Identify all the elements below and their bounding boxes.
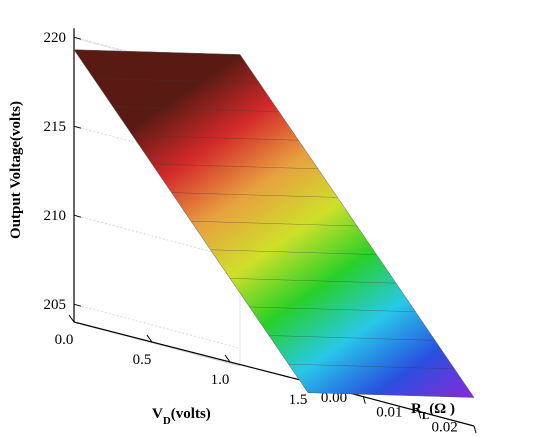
y-axis-title: RL(Ω ) <box>411 401 455 422</box>
y-tick-label: 0.00 <box>321 390 347 406</box>
z-tick-label: 205 <box>44 297 67 313</box>
z-tick-label: 215 <box>44 119 67 135</box>
mesh-line <box>132 135 299 141</box>
surface <box>73 49 475 398</box>
y-tick-label: 0.03 <box>487 434 513 436</box>
mesh-line <box>151 163 319 170</box>
x-axis-title-unit: (volts) <box>171 406 211 422</box>
z-tick-label: 210 <box>44 208 67 224</box>
mesh-line <box>229 278 397 284</box>
x-tick <box>224 354 231 363</box>
mesh-line <box>112 106 280 112</box>
y-axis: 0.00 0.01 0.02 0.03 <box>307 381 513 436</box>
x-tick <box>68 314 75 323</box>
y-tick-label: 0.02 <box>432 419 458 435</box>
grid-line <box>73 214 241 260</box>
x-axis-line <box>73 321 309 383</box>
y-axis-title-unit: (Ω ) <box>429 401 455 417</box>
x-axis: 0.0 0.5 1.0 1.5 <box>55 314 309 408</box>
mesh-line <box>190 220 358 227</box>
y-tick-label: 0.01 <box>376 405 402 421</box>
y-axis-title-main: R <box>411 401 422 417</box>
grid-line <box>73 303 241 349</box>
z-axis-title: Output Voltage(volts) <box>8 101 24 239</box>
x-axis-title-main: V <box>152 406 163 422</box>
y-tick <box>362 396 366 404</box>
mesh-line <box>268 335 436 341</box>
x-tick-label: 0.5 <box>133 352 152 368</box>
svg-text:VD(volts): VD(volts) <box>152 406 211 427</box>
mesh-line <box>93 77 260 84</box>
x-tick-label: 0.0 <box>55 332 74 348</box>
z-tick <box>73 214 82 218</box>
x-axis-title: VD(volts) <box>152 406 211 427</box>
mesh-line <box>171 192 338 198</box>
z-axis: 205 210 215 220 <box>44 28 82 322</box>
y-tick <box>473 425 477 434</box>
x-axis-title-sub: D <box>163 415 171 427</box>
svg-text:RL(Ω ): RL(Ω ) <box>411 401 455 422</box>
x-tick <box>146 334 153 343</box>
x-tick-label: 1.0 <box>211 372 230 388</box>
surface-mesh-lines <box>93 77 455 370</box>
mesh-line <box>210 249 377 255</box>
mesh-line <box>249 306 416 313</box>
z-tick-label: 220 <box>44 30 67 46</box>
x-tick-label: 1.5 <box>289 392 308 408</box>
z-tick <box>73 36 82 40</box>
z-tick <box>73 303 82 307</box>
y-axis-title-sub: L <box>422 410 429 422</box>
y-tick <box>418 411 422 419</box>
z-tick <box>73 125 82 129</box>
mesh-line <box>288 363 455 370</box>
